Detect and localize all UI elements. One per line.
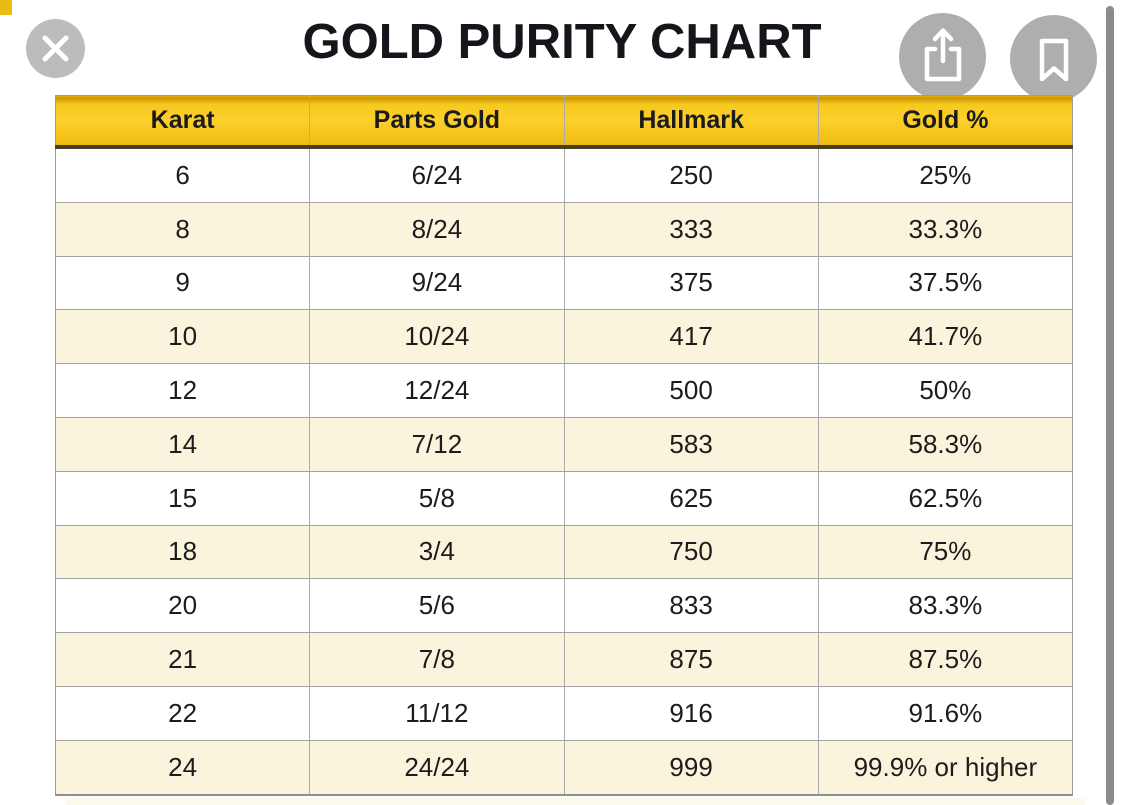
table-cell: 833 <box>563 578 819 634</box>
table-cell: 20 <box>55 578 310 634</box>
column-header-gold-percent: Gold % <box>817 95 1073 149</box>
table-cell: 41.7% <box>817 309 1073 365</box>
page-title: GOLD PURITY CHART <box>302 15 822 69</box>
column-header-hallmark: Hallmark <box>563 95 819 149</box>
table-cell: 6 <box>55 147 310 203</box>
table-cell: 99.9% or higher <box>817 740 1073 796</box>
table-cell: 875 <box>563 632 819 687</box>
table-cell: 75% <box>817 525 1073 580</box>
table-cell: 11/12 <box>309 686 564 741</box>
table-row: 6 6/24 250 25% <box>55 147 1073 203</box>
table-cell: 83.3% <box>817 578 1073 634</box>
table-cell: 12/24 <box>309 363 564 418</box>
table-row: 8 8/24 333 33.3% <box>55 202 1073 257</box>
table-cell: 87.5% <box>817 632 1073 687</box>
gold-purity-table: Karat Parts Gold Hallmark Gold % 6 6/24 25… <box>55 95 1073 796</box>
column-header-parts-gold: Parts Gold <box>309 95 564 149</box>
table-cell: 24/24 <box>309 740 564 796</box>
table-cell: 6/24 <box>309 147 564 203</box>
bookmark-icon <box>1010 15 1097 102</box>
share-button[interactable] <box>899 13 986 100</box>
table-cell: 500 <box>563 363 819 418</box>
table-cell: 22 <box>55 686 310 741</box>
table-cell: 7/12 <box>309 417 564 472</box>
table-cell: 37.5% <box>817 256 1073 311</box>
table-cell: 18 <box>55 525 310 580</box>
table-cell: 33.3% <box>817 202 1073 257</box>
table-cell: 3/4 <box>309 525 564 580</box>
table-cell: 14 <box>55 417 310 472</box>
table-cell: 25% <box>817 147 1073 203</box>
table-cell: 21 <box>55 632 310 687</box>
table-row: 12 12/24 500 50% <box>55 363 1073 418</box>
table-cell: 10 <box>55 309 310 365</box>
table-cell: 8/24 <box>309 202 564 257</box>
table-cell: 24 <box>55 740 310 796</box>
table-row: 20 5/6 833 83.3% <box>55 578 1073 634</box>
table-cell: 750 <box>563 525 819 580</box>
table-cell: 9/24 <box>309 256 564 311</box>
table-row: 22 11/12 916 91.6% <box>55 686 1073 741</box>
table-cell: 10/24 <box>309 309 564 365</box>
table-cell: 417 <box>563 309 819 365</box>
table-cell: 58.3% <box>817 417 1073 472</box>
table-cell: 5/6 <box>309 578 564 634</box>
table-cell: 8 <box>55 202 310 257</box>
table-cell: 7/8 <box>309 632 564 687</box>
table-cell: 62.5% <box>817 471 1073 526</box>
table-header-row: Karat Parts Gold Hallmark Gold % <box>55 95 1073 149</box>
table-cell: 5/8 <box>309 471 564 526</box>
bottom-cream-strip <box>65 798 1085 805</box>
table-cell: 250 <box>563 147 819 203</box>
column-header-karat: Karat <box>55 95 310 149</box>
table-cell: 583 <box>563 417 819 472</box>
table-cell: 916 <box>563 686 819 741</box>
close-button[interactable] <box>26 19 85 78</box>
table-row: 18 3/4 750 75% <box>55 525 1073 580</box>
table-cell: 9 <box>55 256 310 311</box>
vertical-scrollbar[interactable] <box>1106 6 1114 805</box>
table-row: 15 5/8 625 62.5% <box>55 471 1073 526</box>
table-cell: 91.6% <box>817 686 1073 741</box>
table-row: 9 9/24 375 37.5% <box>55 256 1073 311</box>
table-cell: 999 <box>563 740 819 796</box>
table-cell: 375 <box>563 256 819 311</box>
table-cell: 625 <box>563 471 819 526</box>
table-row: 14 7/12 583 58.3% <box>55 417 1073 472</box>
table-row: 21 7/8 875 87.5% <box>55 632 1073 687</box>
share-icon <box>899 13 986 100</box>
table-cell: 15 <box>55 471 310 526</box>
bookmark-button[interactable] <box>1010 15 1097 102</box>
table-cell: 50% <box>817 363 1073 418</box>
table-row: 24 24/24 999 99.9% or higher <box>55 740 1073 796</box>
table-row: 10 10/24 417 41.7% <box>55 309 1073 365</box>
corner-gold-sliver <box>0 0 12 15</box>
table-cell: 333 <box>563 202 819 257</box>
table-cell: 12 <box>55 363 310 418</box>
close-icon <box>26 19 85 78</box>
